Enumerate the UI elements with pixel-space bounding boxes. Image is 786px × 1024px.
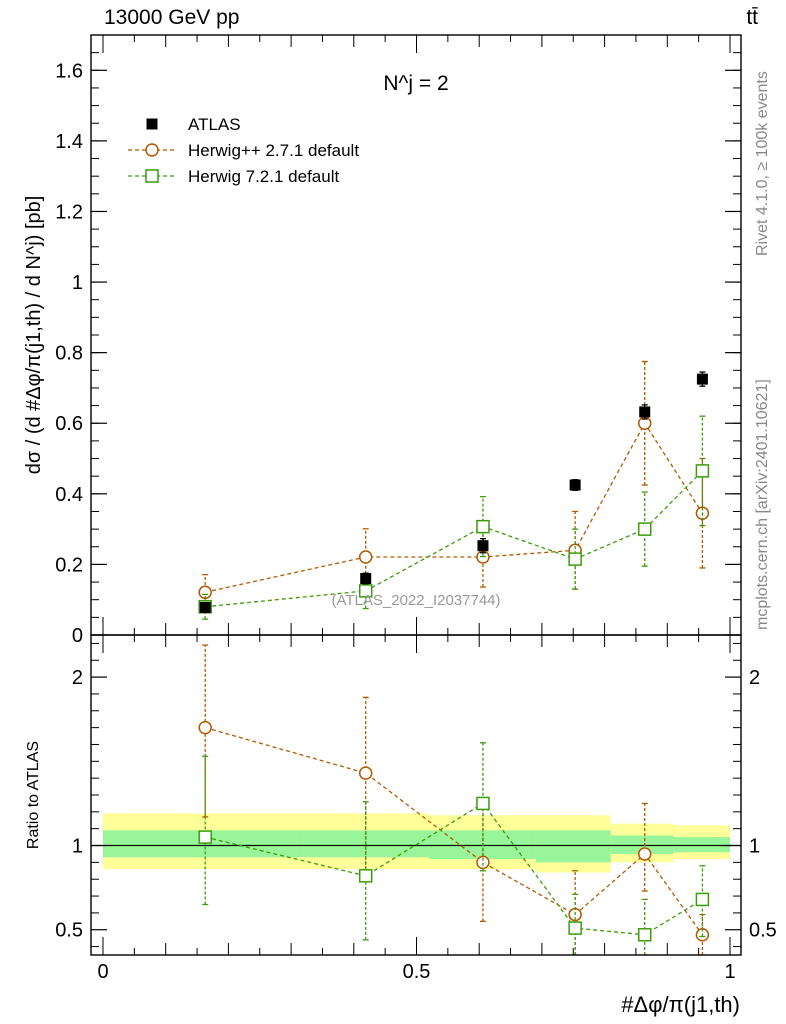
ratio-ytick-label-left: 1: [72, 836, 83, 858]
main-ytick-label: 1.6: [55, 60, 83, 82]
herwig7-point: [358, 584, 373, 598]
ratio-xtick-label: 1: [724, 961, 735, 983]
legend-marker: [146, 118, 158, 130]
ratio-herwigpp-point: [637, 847, 652, 861]
ratio-herwig7-point: [568, 921, 582, 935]
axes: [91, 35, 741, 955]
atlas-point: [639, 406, 651, 418]
ratio-ytick-label-right: 0.5: [749, 920, 777, 942]
ratio-ytick-label-left: 0.5: [55, 920, 83, 942]
ratio-herwigpp-point: [358, 766, 373, 780]
main-y-axis-label: dσ / (d #Δφ/π(j1,th) / d N^j) [pb]: [23, 196, 45, 475]
band-inner-segment: [673, 837, 730, 853]
herwigpp-line: [205, 421, 703, 593]
ratio-herwig7-point: [476, 796, 490, 811]
main-ytick-label: 0.6: [55, 413, 83, 435]
main-ytick-label: 1.4: [55, 131, 83, 153]
chart-text: 0 0.2 0.4 0.6 0.8 1 1.2 1.4 1.6 0 0.5 1 0.5 0.5 1 1 2 2 N^…: [23, 60, 777, 1017]
ratio-xtick-label: 0.5: [403, 961, 431, 983]
main-ytick-label: 1.2: [55, 201, 83, 223]
band-inner-segment: [535, 830, 611, 863]
atlas-point: [360, 573, 372, 585]
ratio-ytick-label-left: 2: [72, 667, 83, 689]
process-label: tt̄: [746, 6, 758, 29]
legend-label: ATLAS: [188, 115, 241, 134]
herwig7-point: [637, 522, 652, 536]
energy-label: 13000 GeV pp: [104, 6, 240, 29]
ratio-y-axis-label: Ratio to ATLAS: [25, 741, 42, 849]
analysis-watermark: (ATLAS_2022_I2037744): [331, 592, 500, 609]
ratio-herwigpp-line: [205, 727, 703, 936]
ratio-panel-marks: [198, 644, 710, 955]
ratio-herwig7-point: [358, 869, 373, 883]
herwig7-point: [476, 519, 490, 534]
ratio-ytick-label-right: 2: [749, 667, 760, 689]
ratio-herwig7-point: [695, 892, 710, 907]
ratio-xtick-label: 0: [97, 961, 108, 983]
ratio-herwig7-line: [205, 802, 703, 936]
main-ytick-label: 0: [72, 625, 83, 647]
main-ytick-label: 0.2: [55, 554, 83, 576]
ratio-uncertainty-band: [91, 813, 741, 873]
atlas-point: [199, 601, 211, 613]
atlas-point: [569, 479, 581, 491]
atlas-point: [477, 540, 489, 552]
herwig7-point: [568, 552, 582, 566]
ratio-herwigpp-point: [198, 720, 212, 735]
legend-marker: [145, 143, 159, 157]
main-ytick-label: 0.4: [55, 484, 83, 506]
ratio-herwig7-point: [637, 928, 652, 942]
herwigpp-point: [358, 550, 373, 564]
herwig7-point: [695, 464, 710, 478]
herwig7-line: [205, 470, 703, 608]
x-axis-label: #Δφ/π(j1,th): [621, 992, 740, 1017]
ratio-herwig7-point: [198, 830, 212, 844]
ratio-panel-frame: [90, 634, 742, 956]
band-inner-segment: [610, 835, 674, 854]
main-panel-marks: [198, 360, 710, 620]
legend-label: Herwig++ 2.7.1 default: [188, 141, 359, 160]
legend: ATLAS Herwig++ 2.7.1 default Herwig 7.2.1 …: [128, 115, 359, 186]
main-ytick-label: 0.8: [55, 343, 83, 365]
legend-marker: [145, 169, 159, 183]
legend-label: Herwig 7.2.1 default: [188, 167, 339, 186]
main-ytick-label: 1: [72, 272, 83, 294]
panel-title: N^j = 2: [383, 72, 448, 95]
ratio-ytick-label-right: 1: [749, 836, 760, 858]
atlas-point: [696, 373, 708, 385]
